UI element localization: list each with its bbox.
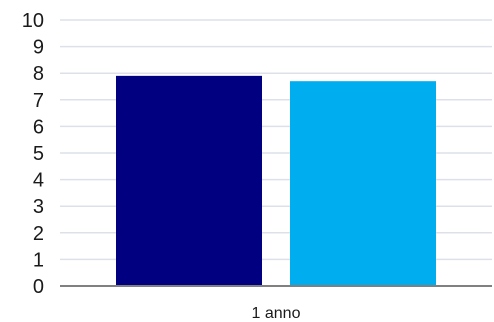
- y-tick-label: 6: [33, 116, 44, 138]
- y-tick-label: 5: [33, 143, 44, 165]
- x-category-label: 1 anno: [252, 305, 301, 322]
- y-tick-label: 0: [33, 276, 44, 298]
- x-axis-categories: 1 anno: [252, 305, 301, 322]
- bars: [116, 75, 436, 287]
- bar-series-1: [116, 75, 262, 286]
- y-tick-label: 9: [33, 37, 44, 59]
- y-tick-label: 3: [33, 196, 44, 218]
- y-tick-label: 1: [33, 249, 44, 271]
- y-tick-label: 8: [33, 63, 44, 85]
- y-tick-label: 4: [33, 170, 44, 192]
- y-tick-label: 10: [22, 10, 44, 32]
- y-tick-label: 2: [33, 223, 44, 245]
- y-axis-ticks: 0 1 2 3 4 5 6 7 8 9 10: [22, 10, 44, 298]
- bar-series-2: [290, 81, 436, 287]
- y-tick-label: 7: [33, 90, 44, 112]
